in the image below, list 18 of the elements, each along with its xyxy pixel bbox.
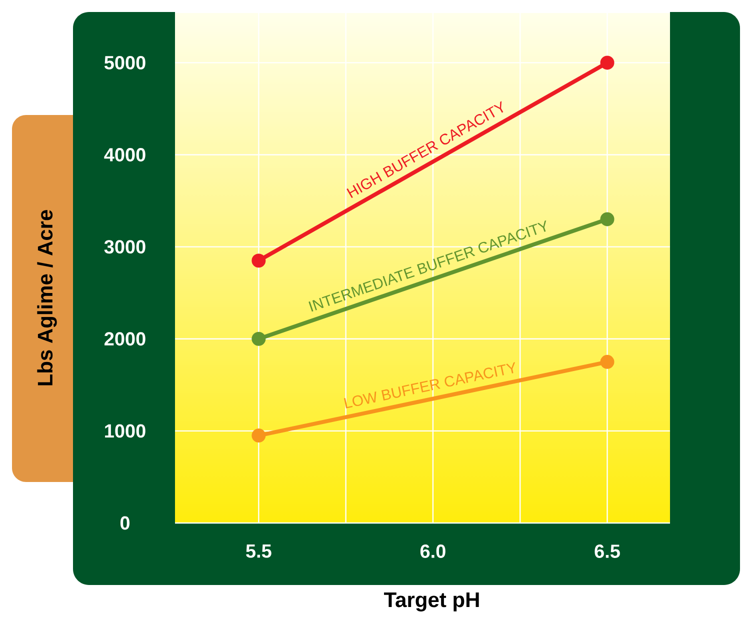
point — [252, 428, 266, 443]
x-tick-label: 6.0 — [420, 544, 446, 558]
y-tick-label: 0 — [120, 516, 130, 530]
point — [600, 354, 614, 369]
y-tick-label: 2000 — [104, 332, 146, 346]
y-tick-label: 1000 — [105, 424, 146, 438]
point — [600, 56, 614, 70]
y-axis-title: Lbs Aglime / Acre — [37, 210, 57, 386]
y-tick-label: 4000 — [104, 148, 146, 162]
text: LOW BUFFER CAPACITY — [344, 362, 516, 408]
point — [600, 212, 614, 226]
point — [252, 332, 266, 346]
x-axis-title: Target pH — [384, 592, 479, 612]
y-tick-label: 3000 — [104, 240, 146, 254]
x-tick-label: 6.5 — [594, 544, 620, 558]
point — [252, 254, 266, 268]
y-tick-label: 5000 — [104, 56, 146, 70]
x-tick-label: 5.5 — [246, 544, 272, 558]
